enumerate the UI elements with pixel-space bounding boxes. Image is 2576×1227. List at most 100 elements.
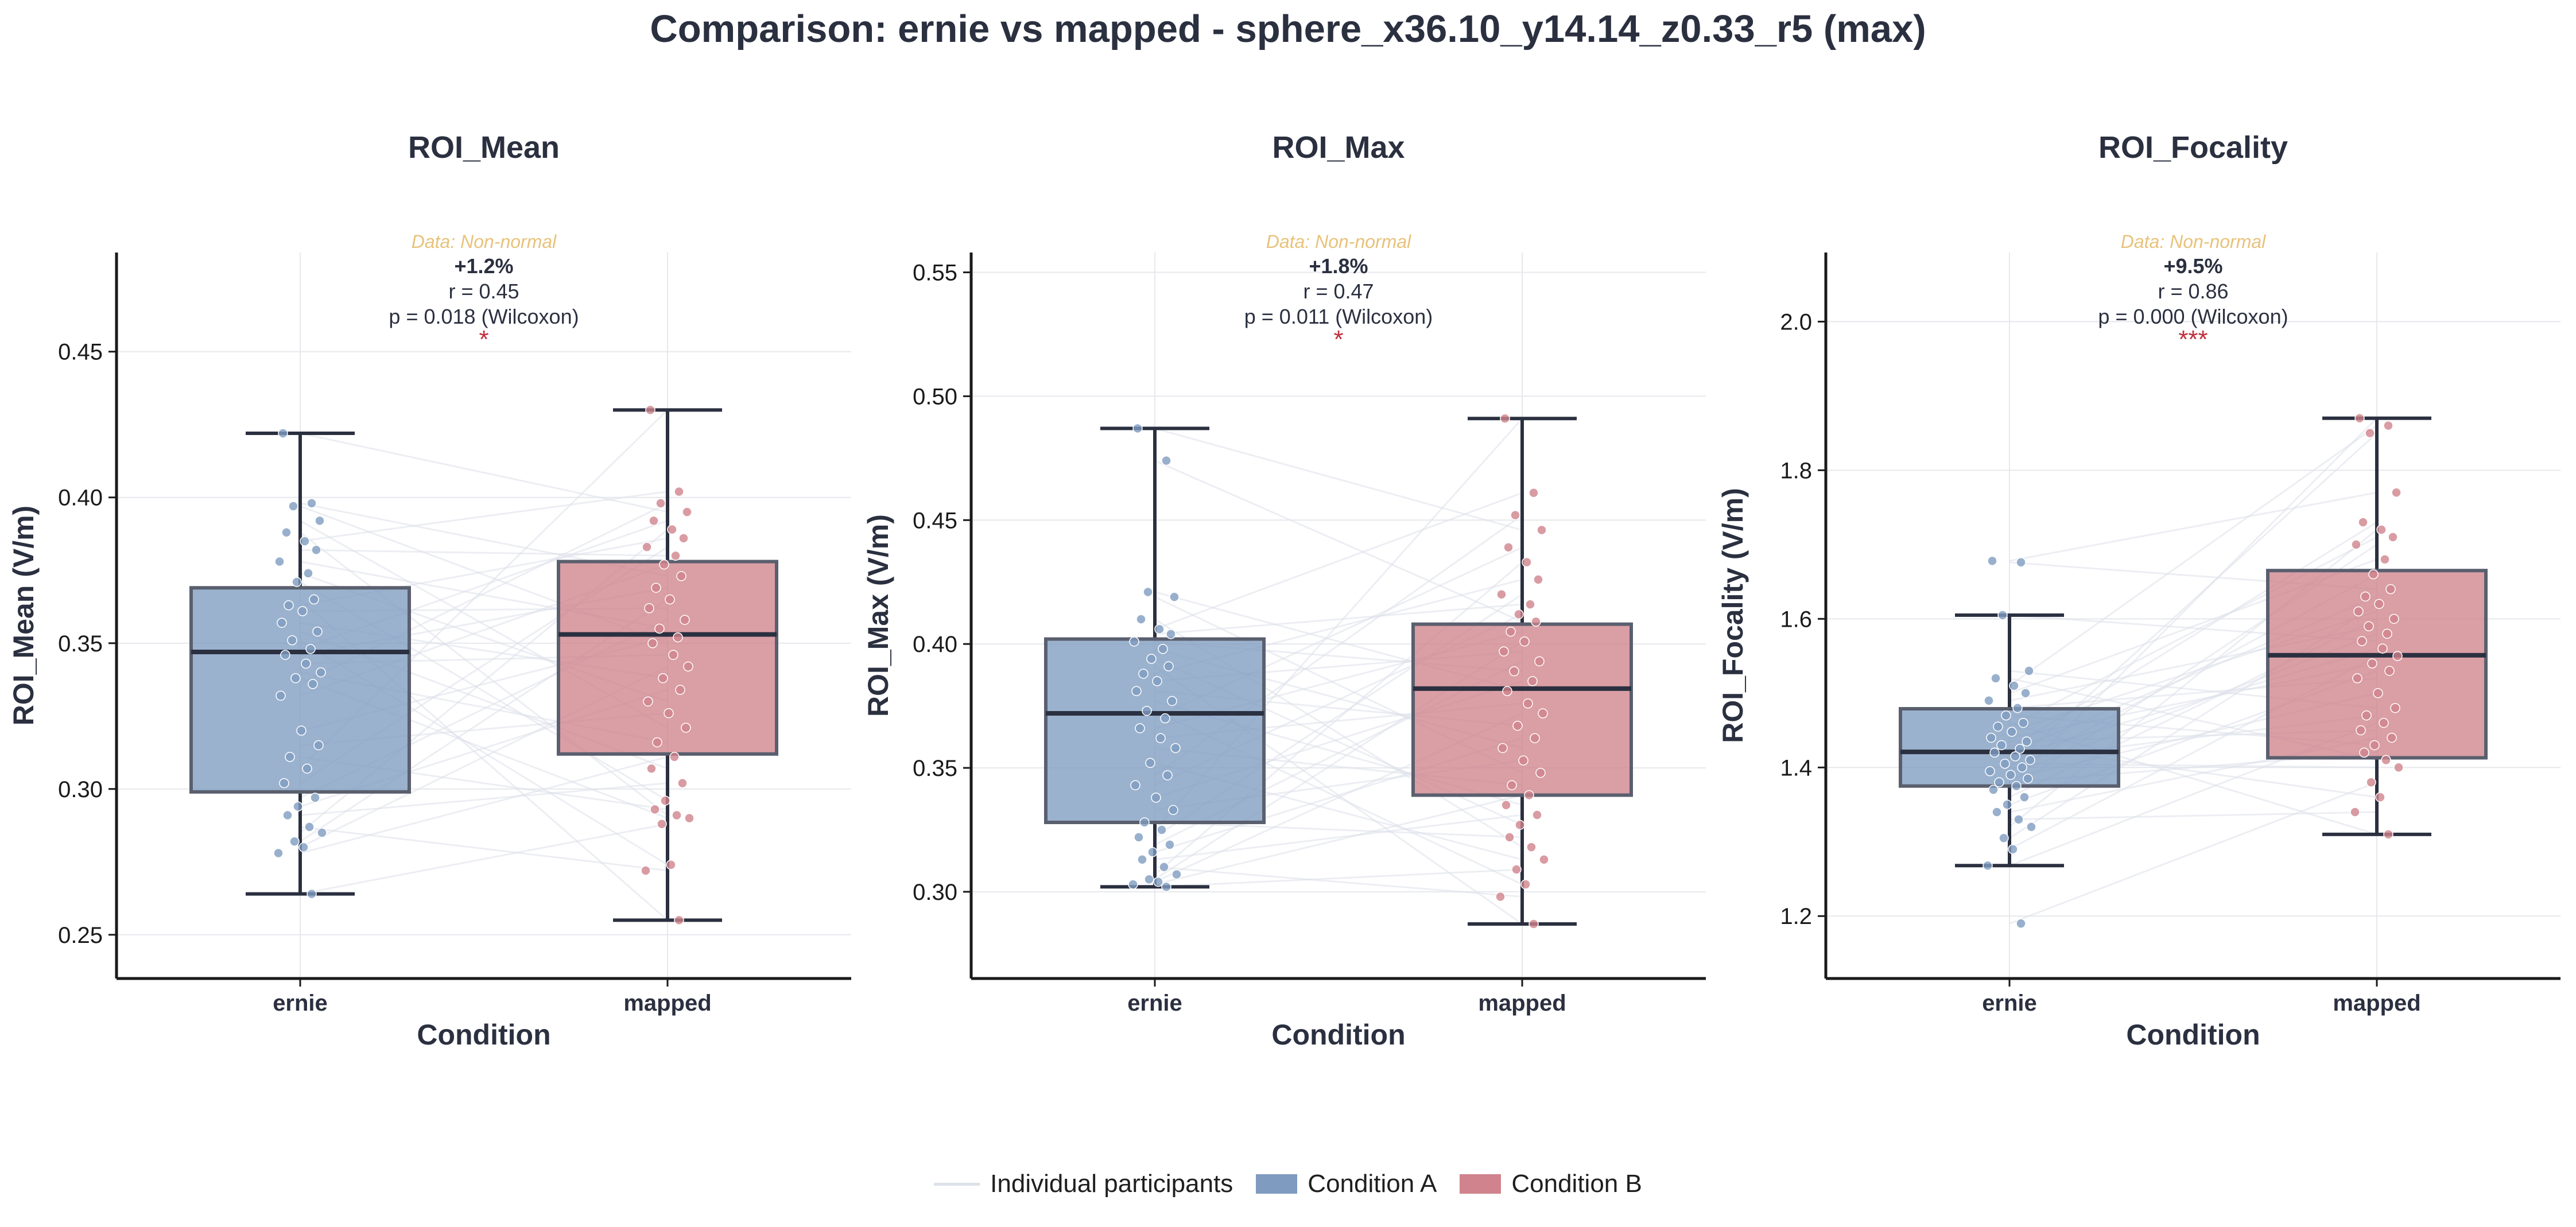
data-point — [1161, 882, 1171, 892]
figure-title: Comparison: ernie vs mapped - sphere_x36… — [650, 7, 1926, 51]
data-point — [1161, 455, 1171, 466]
panel-title: ROI_Max — [1272, 130, 1405, 165]
data-point — [1525, 599, 1535, 609]
data-point — [681, 723, 691, 733]
data-point — [2010, 751, 2020, 762]
data-point — [1131, 686, 1142, 696]
data-point — [2365, 428, 2375, 438]
data-point — [288, 501, 298, 511]
participant-line — [300, 823, 668, 895]
data-point — [2351, 539, 2361, 550]
panel-title: ROI_Mean — [408, 130, 560, 165]
participant-line — [1154, 603, 1523, 635]
y-axis-label: ROI_Mean (V/m) — [7, 506, 40, 725]
panel-1: 0.25 0.30 0.35 0.40 0.45 ernie mapped Condition… — [7, 130, 851, 1051]
data-point — [285, 752, 295, 762]
data-point — [1132, 423, 1143, 434]
data-point — [684, 813, 695, 824]
data-point — [2361, 710, 2372, 721]
y-tick-label: 0.50 — [913, 384, 957, 409]
data-point — [1537, 525, 1547, 535]
data-point — [1495, 891, 1506, 902]
data-point — [2016, 918, 2026, 929]
data-point — [1526, 842, 1537, 852]
data-point — [1159, 861, 1169, 872]
data-point — [1996, 740, 2007, 751]
participant-line — [1154, 794, 1523, 886]
data-point — [2382, 628, 2392, 639]
data-point — [2389, 614, 2399, 624]
data-point — [1169, 592, 1180, 602]
data-point — [303, 568, 313, 578]
data-point — [1535, 767, 1546, 778]
data-point — [2025, 755, 2035, 766]
data-point — [643, 696, 653, 707]
legend-item-participants: Individual participants — [934, 1170, 1233, 1198]
y-tick-label: 0.30 — [58, 777, 103, 802]
participant-line — [2009, 811, 2377, 821]
data-point — [1512, 720, 1523, 731]
data-point — [2367, 658, 2377, 669]
y-axis-label: ROI_Max (V/m) — [862, 514, 894, 717]
box-ernie — [189, 586, 411, 794]
data-point — [2350, 807, 2360, 817]
x-tick-label: mapped — [2333, 991, 2420, 1016]
legend: Individual participants Condition A Cond… — [0, 1164, 2576, 1204]
data-point — [289, 836, 300, 847]
data-point — [645, 405, 655, 416]
p-value: p = 0.011 (Wilcoxon) — [1244, 305, 1433, 328]
data-point — [683, 661, 693, 672]
y-tick-label: 0.30 — [913, 880, 957, 905]
legend-item-condition-a: Condition A — [1256, 1170, 1437, 1198]
box-mapped — [557, 560, 778, 756]
data-point — [1130, 780, 1140, 790]
data-point — [1171, 869, 1182, 880]
data-point — [1129, 636, 1139, 647]
data-point — [641, 865, 651, 876]
data-point — [1527, 676, 1538, 686]
data-point — [298, 842, 309, 853]
data-point — [312, 626, 323, 637]
data-point — [676, 571, 686, 581]
data-point — [309, 594, 319, 605]
data-point — [287, 635, 297, 646]
data-point — [302, 763, 312, 774]
data-point — [1166, 629, 1176, 639]
normality-note: Data: Non-normal — [1266, 231, 1411, 252]
effect-size: r = 0.86 — [2158, 279, 2228, 303]
participant-line — [300, 531, 668, 816]
data-point — [2017, 762, 2027, 773]
data-point — [1533, 574, 1543, 585]
participant-line — [1154, 814, 1523, 861]
legend-swatch-condition-b — [1460, 1174, 1502, 1194]
data-point — [2381, 755, 2391, 766]
data-point — [2374, 599, 2384, 609]
y-tick-label: 0.35 — [913, 756, 957, 781]
data-point — [315, 515, 325, 526]
data-point — [669, 752, 680, 762]
data-point — [2368, 569, 2379, 580]
participant-line — [2009, 536, 2377, 728]
data-point — [2000, 759, 2010, 769]
data-point — [1528, 919, 1539, 929]
data-point — [1499, 646, 1509, 657]
data-point — [668, 650, 678, 660]
data-point — [1154, 624, 1165, 634]
data-point — [667, 524, 677, 535]
normality-note: Data: Non-normal — [412, 231, 557, 252]
data-point — [1152, 676, 1162, 686]
legend-label-condition-a: Condition A — [1308, 1170, 1437, 1198]
data-point — [2022, 736, 2032, 747]
data-point — [1155, 733, 1166, 743]
participant-line — [300, 549, 668, 557]
data-point — [1151, 793, 1161, 803]
data-point — [1993, 721, 2003, 732]
x-tick-label: mapped — [623, 991, 711, 1016]
data-point — [1128, 879, 1138, 890]
data-point — [301, 658, 311, 669]
data-point — [2018, 717, 2028, 728]
data-point — [1146, 654, 1157, 664]
data-point — [2383, 420, 2393, 431]
x-axis-label: Condition — [1271, 1019, 1405, 1051]
